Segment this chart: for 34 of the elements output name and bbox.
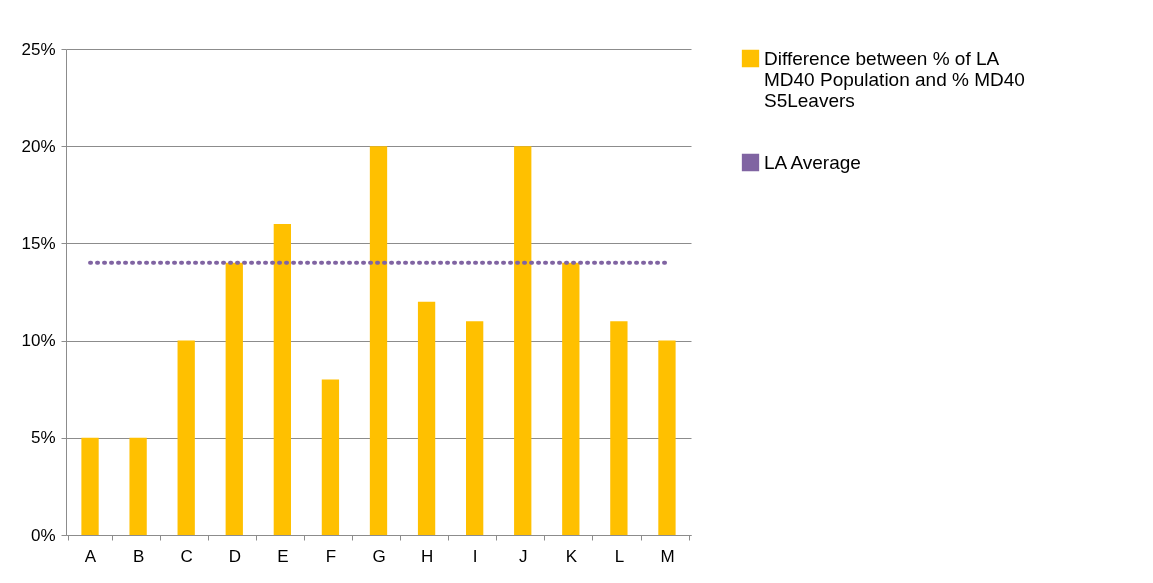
bar (273, 223, 291, 535)
x-tick-label: B (132, 546, 145, 566)
legend-label: LA Average (764, 151, 861, 173)
bar (321, 379, 340, 535)
bar (514, 146, 532, 535)
bar (658, 340, 676, 535)
bar (466, 321, 484, 535)
x-tick-label: M (660, 546, 675, 566)
x-tick-label: I (472, 546, 478, 566)
x-tick-label: D (228, 546, 241, 566)
x-tick-label: L (614, 546, 625, 566)
y-tick-label: 10% (21, 331, 56, 351)
x-tick-label: G (372, 546, 386, 566)
y-tick-label: 25% (21, 39, 56, 59)
x-tick-label: C (180, 546, 193, 566)
x-tick-label: F (325, 546, 337, 566)
bar (610, 321, 628, 535)
bar (225, 262, 243, 535)
y-tick-label: 15% (21, 233, 56, 253)
bar (369, 146, 388, 535)
bar (177, 340, 195, 535)
bar (562, 262, 580, 535)
y-tick-label: 0% (30, 525, 56, 545)
x-tick-label: A (84, 546, 97, 566)
y-tick-label: 20% (21, 136, 56, 156)
x-tick-label: H (420, 546, 434, 566)
bar (417, 301, 436, 535)
x-tick-label: K (565, 546, 578, 566)
bar (81, 437, 99, 535)
x-tick-label: J (518, 546, 528, 566)
legend-label: Difference between % of LA MD40 Population and % MD40 S5Leavers (764, 47, 1025, 111)
x-tick-label: E (277, 546, 289, 566)
bar (129, 437, 147, 535)
y-tick-label: 5% (30, 428, 56, 448)
